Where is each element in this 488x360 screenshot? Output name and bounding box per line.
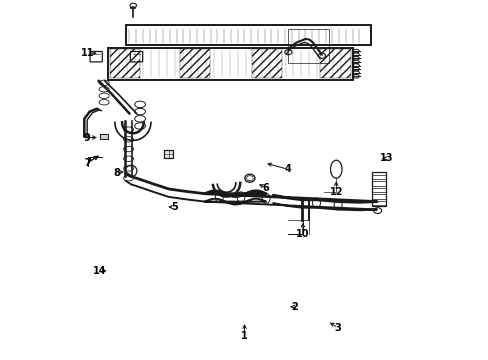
Text: 5: 5 [171,202,177,212]
Bar [371,188,385,192]
Bar [371,175,385,179]
Bar [371,181,385,186]
Bar [125,25,370,45]
Bar [371,201,385,205]
Text: 6: 6 [262,183,269,193]
Text: 11: 11 [81,48,95,58]
Bar [179,49,210,78]
Text: 8: 8 [113,168,120,178]
Bar [287,29,328,63]
Bar [371,172,385,206]
Bar [100,134,108,139]
Text: 12: 12 [329,186,343,197]
Bar [107,48,352,80]
Text: 1: 1 [241,330,247,341]
Text: 3: 3 [334,323,341,333]
Text: 4: 4 [284,164,290,174]
Bar [371,194,385,199]
Text: 7: 7 [84,158,91,168]
Bar [164,150,172,158]
Text: 14: 14 [93,266,106,276]
Bar [109,49,140,78]
Text: 9: 9 [83,132,90,143]
Bar [320,49,350,78]
Bar [251,49,282,78]
Text: 2: 2 [290,302,297,312]
Text: 13: 13 [379,153,393,163]
Text: 10: 10 [295,229,309,239]
Text: 7: 7 [84,158,91,168]
